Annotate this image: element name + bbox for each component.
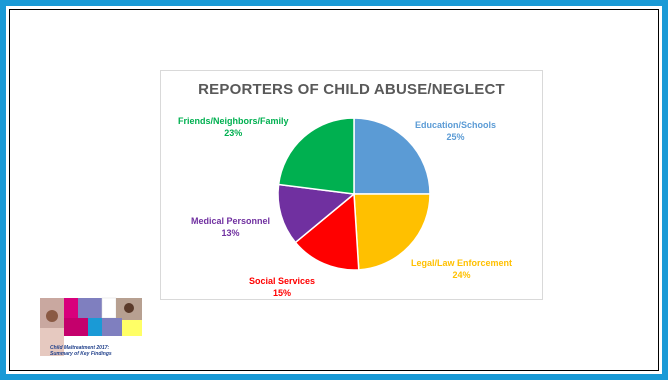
report-logo <box>36 296 146 358</box>
pie-slice-social-services <box>294 192 360 271</box>
pie-slice-education <box>353 117 431 195</box>
pie-chart-svg <box>277 117 431 271</box>
slice-label-name: Education/Schools <box>415 120 497 130</box>
pie-slice-friends <box>277 117 355 195</box>
slice-label-education: Education/Schools 25% <box>415 119 496 143</box>
slice-label-name: Friends/Neighbors/Family <box>178 116 289 126</box>
slice-label-percent: 25% <box>446 132 465 142</box>
slice-label-medical: Medical Personnel 13% <box>191 215 270 239</box>
slice-label-percent: 24% <box>452 270 471 280</box>
slice-label-percent: 15% <box>273 288 292 298</box>
slice-label-name: Medical Personnel <box>191 216 271 226</box>
report-logo-image <box>36 296 146 358</box>
slide-inner-border <box>9 9 659 371</box>
pie-chart: REPORTERS OF CHILD ABUSE/NEGLECT Educati… <box>160 70 543 300</box>
slice-label-name: Legal/Law Enforcement <box>411 258 513 268</box>
slice-label-legal: Legal/Law Enforcement 24% <box>411 257 512 281</box>
chart-title: REPORTERS OF CHILD ABUSE/NEGLECT <box>198 81 505 98</box>
slice-label-friends: Friends/Neighbors/Family 23% <box>178 115 289 139</box>
slice-label-percent: 13% <box>221 228 240 238</box>
report-logo-caption: Child Maltreatment 2017: Summary of Key … <box>50 345 112 357</box>
slice-label-social-services: Social Services 15% <box>249 275 315 299</box>
slice-label-percent: 23% <box>224 128 243 138</box>
pie-slice-legal <box>353 193 431 271</box>
logo-caption-line2: Summary of Key Findings <box>50 351 112 357</box>
pie-slice-medical <box>277 183 356 244</box>
logo-caption-line1: Child Maltreatment 2017: <box>50 345 110 351</box>
slice-label-name: Social Services <box>249 276 316 286</box>
